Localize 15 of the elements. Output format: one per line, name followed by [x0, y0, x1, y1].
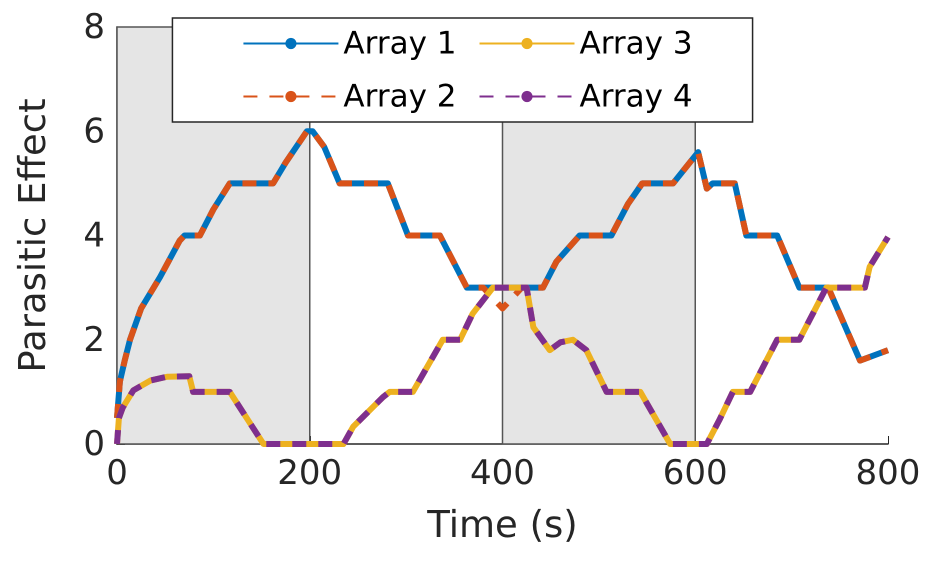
x-tick-label: 400	[470, 453, 535, 493]
y-tick-label: 2	[83, 320, 105, 360]
legend-label: Array 2	[343, 78, 457, 114]
x-tick-label: 600	[662, 453, 728, 493]
legend-label: Array 3	[580, 26, 693, 62]
legend-label: Array 4	[580, 78, 693, 114]
x-tick-label: 200	[277, 453, 342, 493]
legend-label: Array 1	[343, 26, 457, 62]
y-tick-label: 0	[83, 424, 105, 464]
y-axis-title: Parasitic Effect	[11, 98, 54, 373]
x-tick-label: 800	[856, 453, 920, 493]
x-axis-title: Time (s)	[426, 503, 578, 546]
y-tick-label: 6	[83, 111, 105, 152]
y-tick-label: 4	[83, 216, 105, 256]
y-tick-label: 8	[83, 7, 105, 47]
